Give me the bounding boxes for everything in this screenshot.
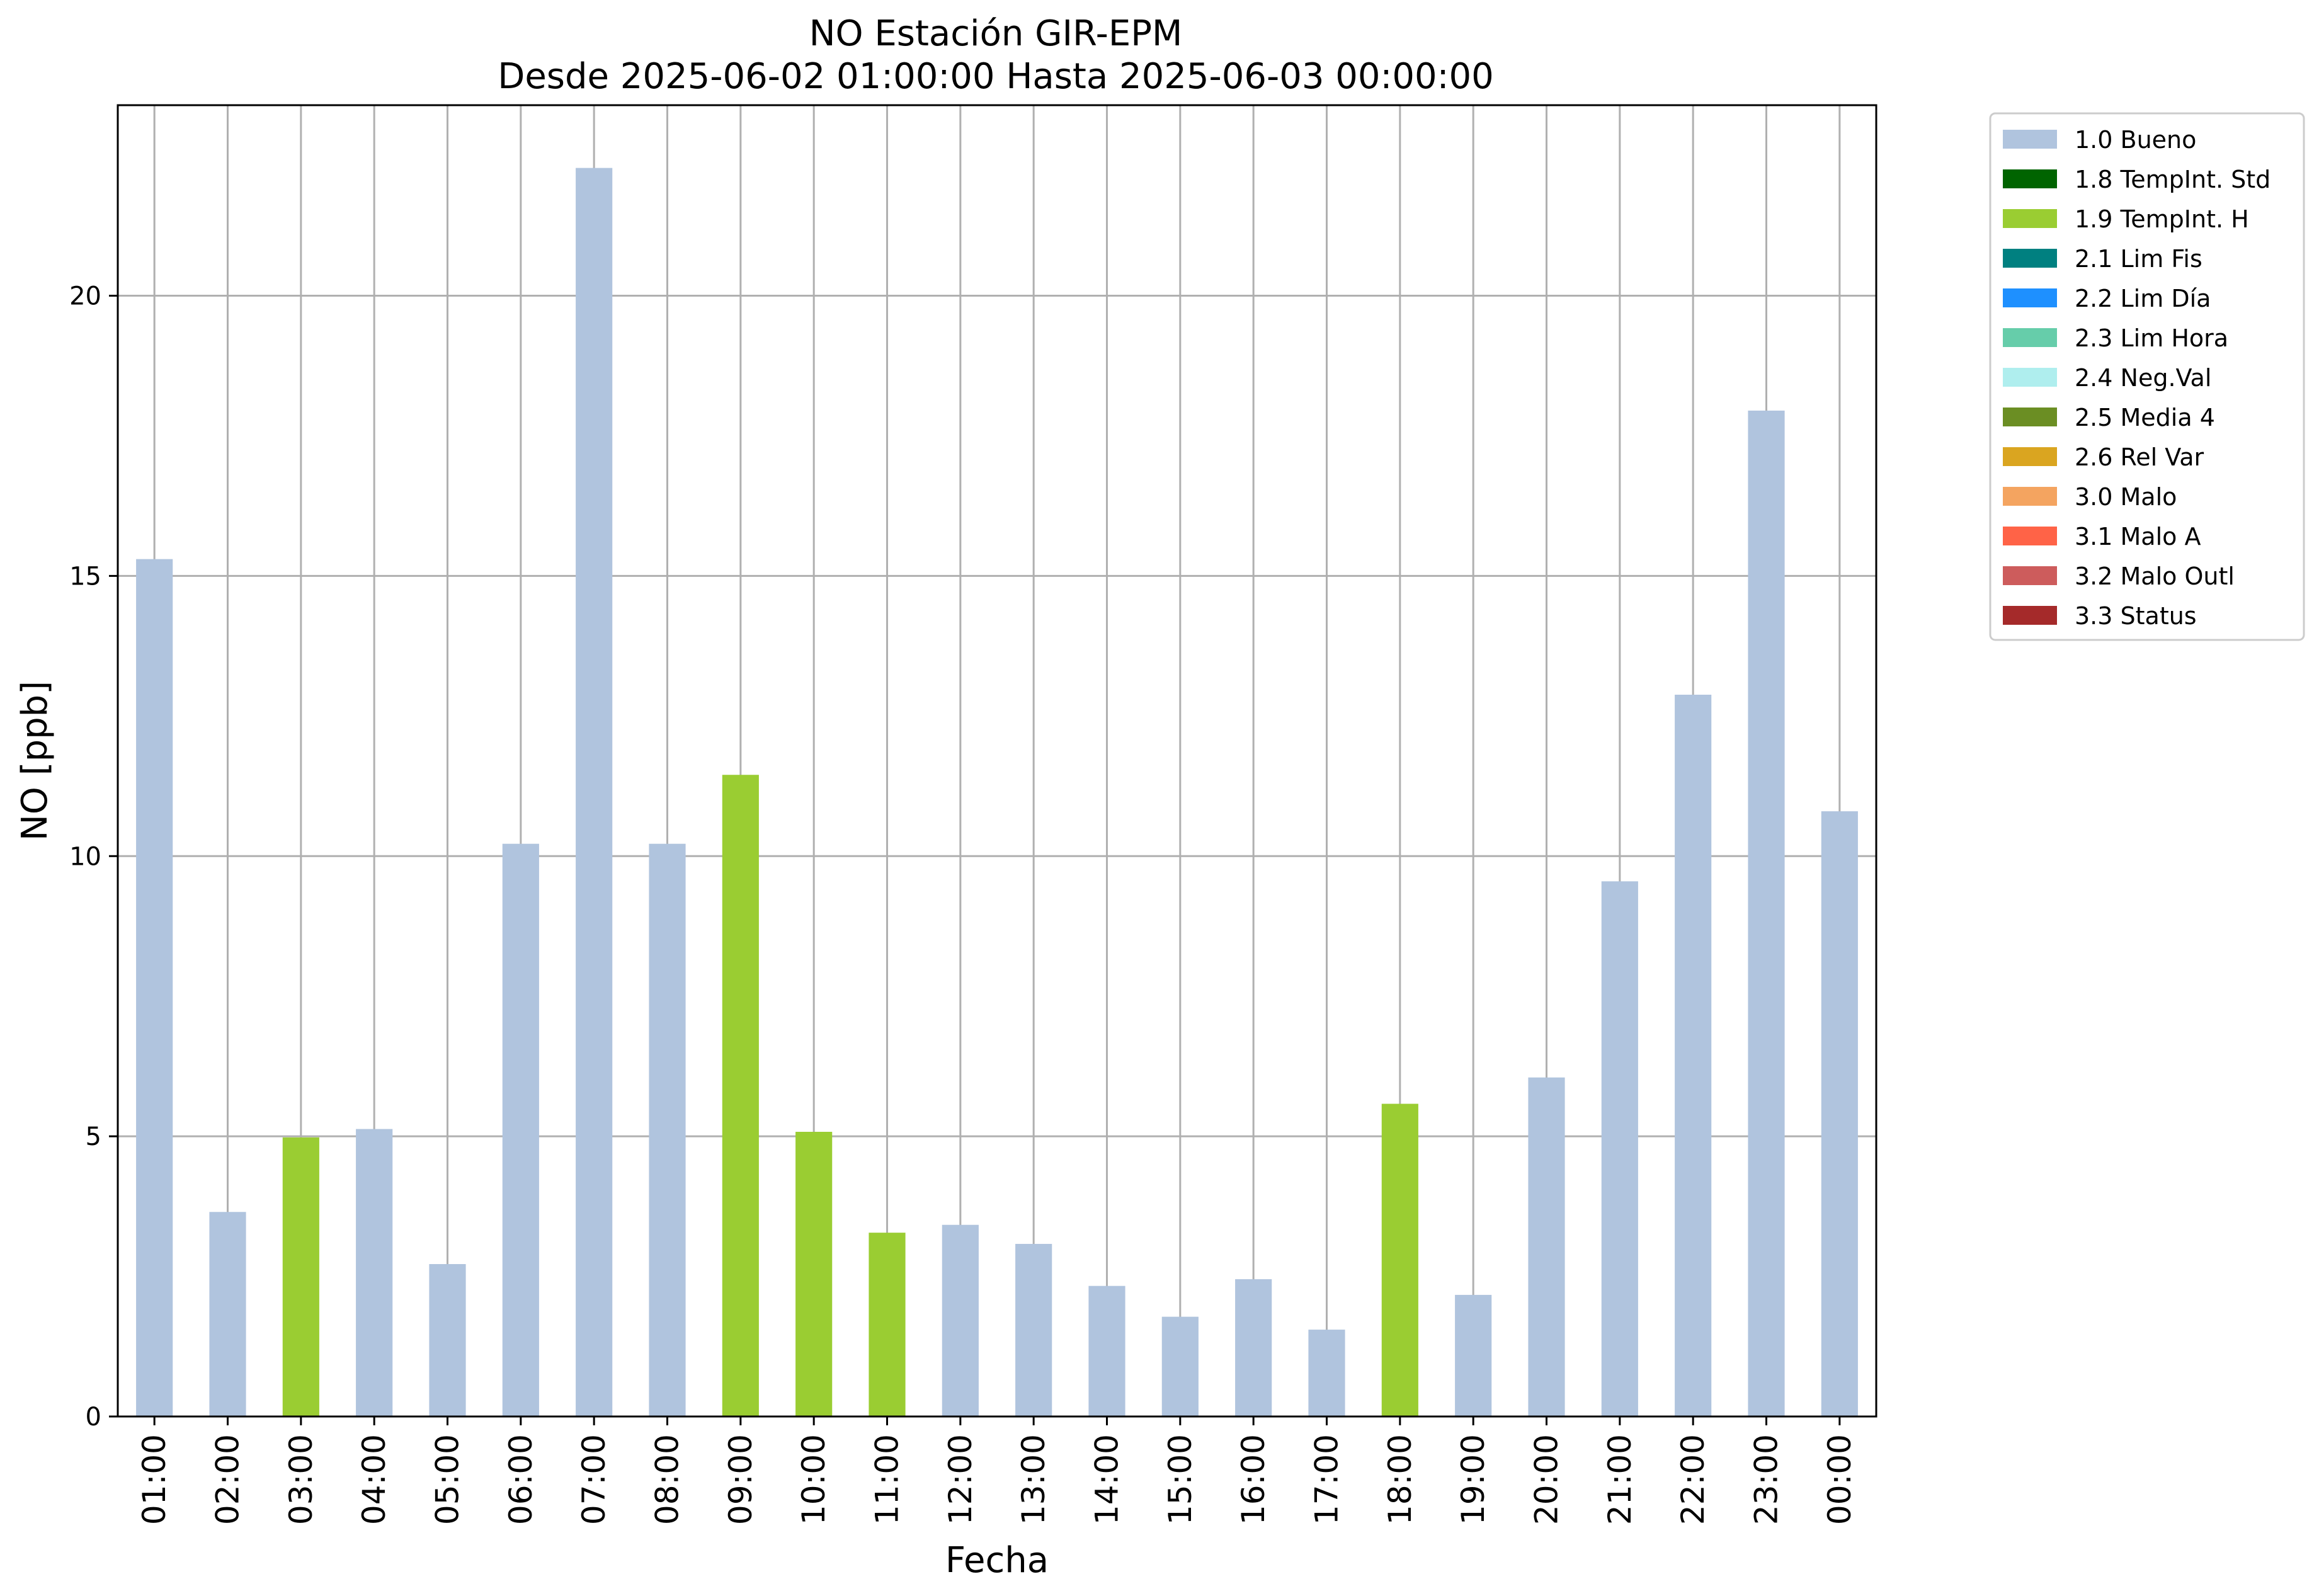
- bar-0000: [1821, 811, 1858, 1416]
- legend-label-2-2: 2.2 Lim Día: [2075, 285, 2211, 312]
- x-tick-label: 23:00: [1748, 1434, 1785, 1525]
- x-tick-label: 03:00: [283, 1434, 319, 1525]
- bar-0900: [722, 775, 759, 1416]
- legend-swatch-1-9: [2003, 209, 2057, 228]
- bar-2300: [1748, 410, 1785, 1416]
- bar-1600: [1235, 1279, 1272, 1416]
- bars: [136, 168, 1858, 1417]
- x-tick-label: 01:00: [136, 1434, 173, 1525]
- legend-label-2-1: 2.1 Lim Fis: [2075, 245, 2202, 273]
- legend: 1.0 Bueno 1.8 TempInt. Std 1.9 TempInt. H 2…: [1989, 112, 2305, 641]
- legend-label-3-2: 3.2 Malo Outl: [2075, 562, 2235, 590]
- x-axis-label: Fecha: [945, 1540, 1049, 1581]
- x-tick-label: 14:00: [1089, 1434, 1125, 1525]
- x-tick-label: 16:00: [1235, 1434, 1272, 1525]
- legend-swatch-3-0: [2003, 487, 2057, 506]
- x-tick-label: 13:00: [1015, 1434, 1052, 1525]
- legend-swatch-2-2: [2003, 288, 2057, 307]
- bar-0100: [136, 559, 173, 1416]
- x-tick-label: 08:00: [649, 1434, 686, 1525]
- bar-1000: [795, 1132, 833, 1416]
- bar-1100: [869, 1233, 906, 1416]
- x-tick-label: 17:00: [1309, 1434, 1345, 1525]
- bar-0300: [282, 1137, 319, 1416]
- y-tick-label: 15: [69, 562, 101, 591]
- legend-label-1-0: 1.0 Bueno: [2075, 126, 2196, 154]
- bar-1300: [1015, 1243, 1052, 1416]
- x-tick-label: 07:00: [576, 1434, 612, 1525]
- bar-1400: [1088, 1285, 1125, 1416]
- x-tick-label: 18:00: [1382, 1434, 1418, 1525]
- x-tick-label: 15:00: [1162, 1434, 1199, 1525]
- bar-1200: [942, 1224, 979, 1416]
- bar-2100: [1601, 881, 1638, 1416]
- bar-0200: [209, 1212, 246, 1416]
- bar-1800: [1381, 1103, 1418, 1416]
- legend-label-3-3: 3.3 Status: [2075, 602, 2197, 630]
- bar-0800: [649, 843, 686, 1416]
- x-tick-label: 09:00: [722, 1434, 759, 1525]
- y-tick-label: 20: [69, 282, 101, 311]
- legend-swatch-1-0: [2003, 130, 2057, 149]
- bar-0400: [356, 1129, 393, 1416]
- legend-label-2-3: 2.3 Lim Hora: [2075, 324, 2228, 352]
- legend-label-3-1: 3.1 Malo A: [2075, 523, 2201, 550]
- legend-swatch-3-3: [2003, 606, 2057, 625]
- plot-frame: [117, 104, 1877, 1418]
- y-tick-label: 0: [86, 1403, 101, 1432]
- bar-2000: [1528, 1077, 1565, 1416]
- legend-label-3-0: 3.0 Malo: [2075, 483, 2177, 511]
- y-tick-label: 5: [86, 1122, 101, 1151]
- legend-label-2-6: 2.6 Rel Var: [2075, 443, 2204, 471]
- legend-swatch-2-3: [2003, 328, 2057, 347]
- x-axis-ticks: 01:00 02:00 03:00 04:00 05:00 06:00 07:00 08:00…: [136, 1416, 1858, 1525]
- bar-1500: [1161, 1316, 1199, 1416]
- legend-swatch-2-4: [2003, 368, 2057, 387]
- x-tick-label: 12:00: [942, 1434, 979, 1525]
- legend-swatch-2-6: [2003, 447, 2057, 466]
- x-tick-label: 04:00: [356, 1434, 392, 1525]
- x-tick-label: 05:00: [430, 1434, 466, 1525]
- chart-subtitle: Desde 2025-06-02 01:00:00 Hasta 2025-06-…: [498, 56, 1494, 97]
- bar-1700: [1308, 1330, 1345, 1416]
- bar-0500: [429, 1263, 466, 1416]
- legend-swatch-3-2: [2003, 566, 2057, 585]
- legend-swatch-2-1: [2003, 249, 2057, 268]
- x-tick-label: 00:00: [1821, 1434, 1858, 1525]
- x-tick-label: 21:00: [1602, 1434, 1638, 1525]
- chart-title: NO Estación GIR-EPM: [809, 13, 1183, 54]
- x-tick-label: 02:00: [210, 1434, 246, 1525]
- legend-label-1-9: 1.9 TempInt. H: [2075, 205, 2249, 233]
- bar-0600: [502, 843, 539, 1416]
- y-axis-label: NO [ppb]: [14, 681, 55, 841]
- x-tick-label: 10:00: [795, 1434, 832, 1525]
- legend-label-1-8: 1.8 TempInt. Std: [2075, 166, 2271, 193]
- bar-1900: [1455, 1294, 1492, 1416]
- x-tick-label: 11:00: [869, 1434, 906, 1525]
- legend-label-2-4: 2.4 Neg.Val: [2075, 364, 2211, 392]
- x-tick-label: 19:00: [1455, 1434, 1491, 1525]
- legend-label-2-5: 2.5 Media 4: [2075, 404, 2215, 431]
- legend-swatch-1-8: [2003, 169, 2057, 188]
- x-tick-label: 22:00: [1675, 1434, 1711, 1525]
- legend-swatch-3-1: [2003, 527, 2057, 545]
- x-tick-label: 20:00: [1529, 1434, 1565, 1525]
- legend-frame: [1989, 112, 2305, 641]
- legend-swatch-2-5: [2003, 408, 2057, 426]
- y-tick-label: 10: [69, 842, 101, 871]
- bar-2200: [1675, 695, 1712, 1416]
- bar-0700: [576, 168, 613, 1417]
- y-axis-ticks: 0 5 10 15 20: [69, 282, 118, 1432]
- x-tick-label: 06:00: [503, 1434, 539, 1525]
